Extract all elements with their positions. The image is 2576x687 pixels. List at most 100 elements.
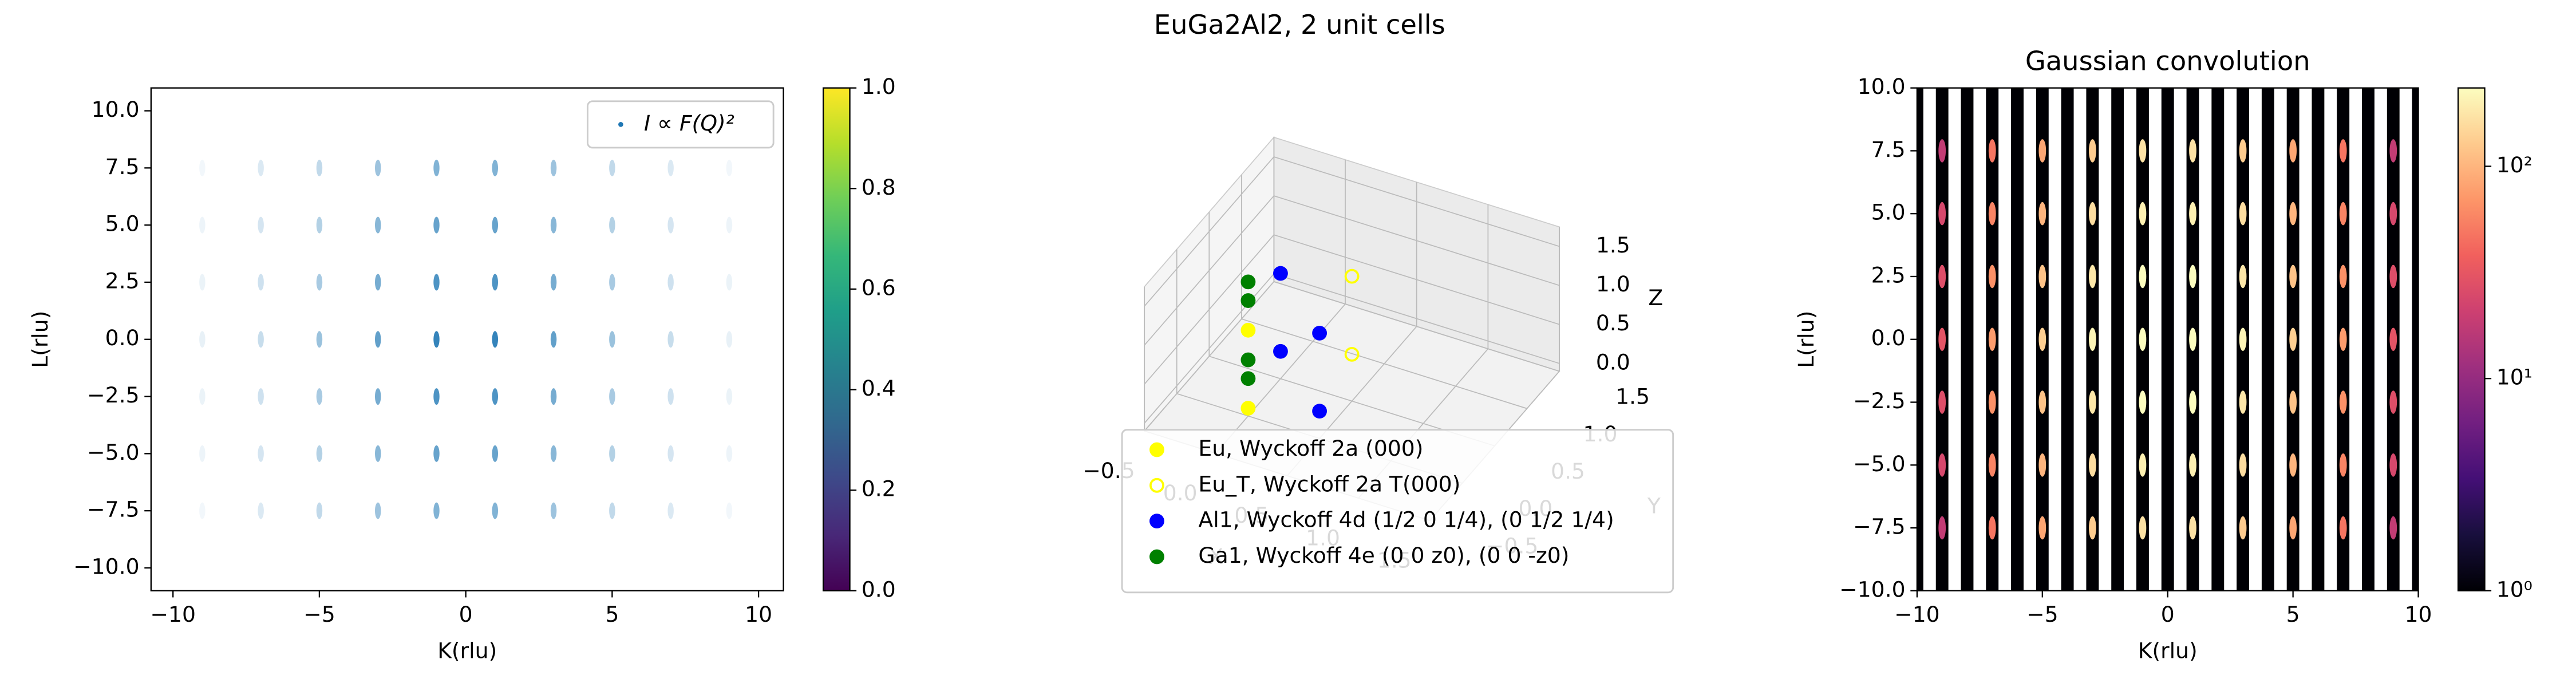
scatter-point <box>667 216 674 234</box>
intensity-spot <box>2038 139 2046 163</box>
intensity-spot <box>2139 264 2147 289</box>
scatter-point <box>492 331 499 348</box>
scatter-point <box>550 445 557 462</box>
scatter-point <box>316 274 323 291</box>
scatter-point <box>433 502 440 519</box>
y-tick-label: −10.0 <box>73 554 139 579</box>
legend-label: I ∝ F(Q)² <box>644 110 734 136</box>
x-tick-label: −5 <box>303 602 335 627</box>
scatter-point <box>667 159 674 176</box>
x-tick-label: −10 <box>150 602 196 627</box>
intensity-spot <box>2339 202 2347 226</box>
y-tick-label: 2.5 <box>1871 262 1906 287</box>
intensity-spot <box>2038 390 2046 414</box>
scatter-point <box>609 388 615 405</box>
intensity-spot <box>2038 264 2046 289</box>
scatter-point <box>374 331 381 348</box>
intensity-spot <box>2139 139 2147 163</box>
intensity-spot <box>2289 390 2297 414</box>
legend-box <box>586 100 775 149</box>
scatter-point <box>316 502 323 519</box>
scatter-point <box>667 274 674 291</box>
heatmap-cell <box>2061 88 2074 591</box>
legend-box <box>1121 429 1674 594</box>
intensity-spot <box>1988 139 1996 163</box>
intensity-spot <box>2189 327 2196 352</box>
scatter-point <box>492 159 499 176</box>
atom-point <box>1344 269 1360 284</box>
scatter-point <box>433 159 440 176</box>
heatmap-cell <box>2211 88 2225 591</box>
scatter-point <box>258 216 264 234</box>
scatter-point <box>258 388 264 405</box>
intensity-spot <box>2239 453 2247 477</box>
x-tick-label: 5 <box>2286 602 2300 627</box>
scatter-point <box>609 502 615 519</box>
colorbar-tick-label: 10⁰ <box>2496 577 2532 602</box>
y-tick-label: 5.0 <box>1871 200 1906 225</box>
intensity-spot <box>1938 264 1946 289</box>
x-axis-label: K(rlu) <box>2138 638 2198 664</box>
intensity-spot <box>2339 516 2347 540</box>
scatter-point <box>550 274 557 291</box>
intensity-spot <box>1938 390 1946 414</box>
intensity-spot <box>2189 390 2196 414</box>
intensity-spot <box>2389 139 2397 163</box>
scatter-point <box>609 159 615 176</box>
scatter-point <box>258 445 264 462</box>
y-tick-label: 7.5 <box>1871 137 1906 162</box>
intensity-spot <box>2139 516 2147 540</box>
intensity-spot <box>1988 327 1996 352</box>
y-axis-label: L(rlu) <box>1793 311 1819 368</box>
scatter-point <box>258 274 264 291</box>
intensity-spot <box>2339 327 2347 352</box>
intensity-spot <box>2139 453 2147 477</box>
y-axis-label: L(rlu) <box>27 311 53 368</box>
scatter-point <box>726 159 733 176</box>
scatter-point <box>667 502 674 519</box>
scatter-point <box>550 388 557 405</box>
grid-line <box>1241 318 1527 409</box>
scatter-point <box>667 331 674 348</box>
grid-line <box>1274 273 1560 364</box>
intensity-spot <box>2239 390 2247 414</box>
plot-title: Gaussian convolution <box>2025 46 2310 77</box>
intensity-spot <box>2389 390 2397 414</box>
intensity-spot <box>2038 327 2046 352</box>
legend-marker <box>1149 477 1164 493</box>
intensity-spot <box>2139 327 2147 352</box>
grid-line <box>1274 281 1560 372</box>
y-tick-label: −5.0 <box>1853 451 1905 476</box>
colorbar <box>2457 87 2486 592</box>
x-tick-label: 0 <box>459 602 473 627</box>
legend-label: Al1, Wyckoff 4d (1/2 0 1/4), (0 1/2 1/4) <box>1198 507 1614 532</box>
scatter-point <box>433 216 440 234</box>
scatter-point <box>433 274 440 291</box>
legend-marker <box>1149 549 1164 564</box>
heatmap-cell <box>2161 88 2174 591</box>
intensity-spot <box>1938 139 1946 163</box>
atom-point <box>1240 352 1256 368</box>
legend-label: Ga1, Wyckoff 4e (0 0 z0), (0 0 -z0) <box>1198 543 1569 568</box>
x-axis-label: K(rlu) <box>437 638 497 664</box>
scatter-point <box>609 331 615 348</box>
scatter-point <box>667 388 674 405</box>
intensity-spot <box>2389 202 2397 226</box>
scatter-point <box>492 502 499 519</box>
scatter-point <box>726 274 733 291</box>
y-tick-label: 2.5 <box>105 268 140 293</box>
atom-point <box>1273 266 1288 281</box>
scatter-point <box>199 388 206 405</box>
scatter-point <box>726 445 733 462</box>
scatter-point <box>433 331 440 348</box>
intensity-spot <box>2089 390 2096 414</box>
intensity-spot <box>2239 516 2247 540</box>
y-tick-label: 1.5 <box>1615 384 1650 409</box>
legend-marker <box>1149 514 1164 529</box>
atom-point <box>1273 344 1288 359</box>
intensity-spot <box>2089 139 2096 163</box>
intensity-spot <box>2389 516 2397 540</box>
y-tick-label: 10.0 <box>1858 74 1906 99</box>
atom-point <box>1240 293 1256 308</box>
